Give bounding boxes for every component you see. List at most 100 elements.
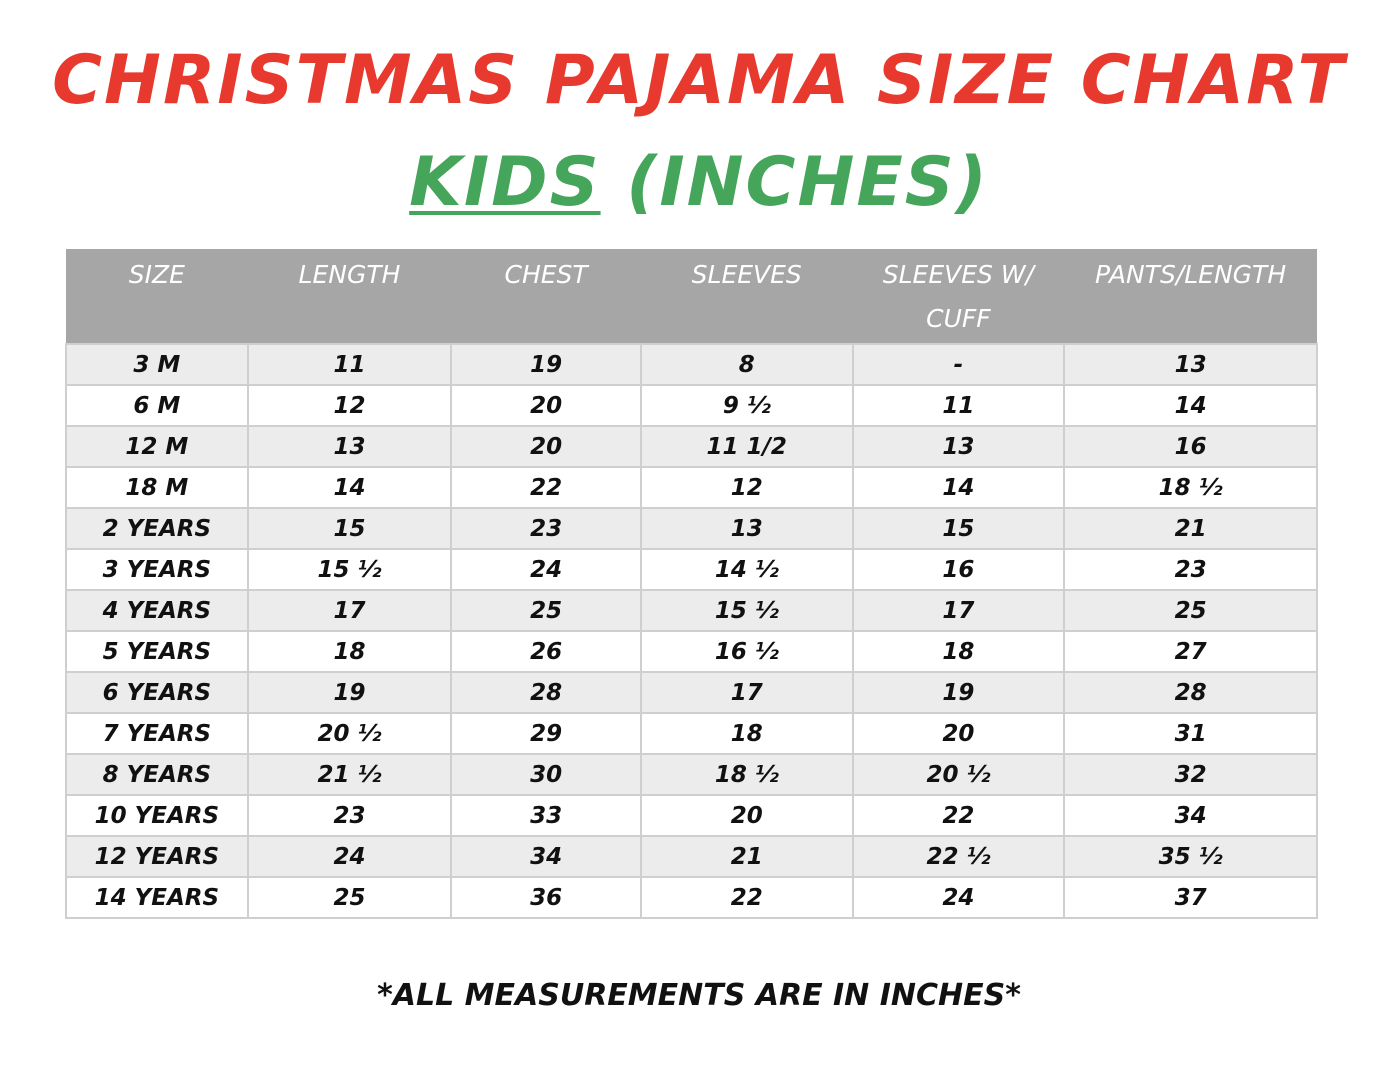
cell-length: 12	[246, 384, 453, 427]
cell-chest: 25	[450, 589, 642, 632]
cell-sleeves: 9 ½	[639, 384, 854, 427]
table-row: 10 YEARS 23 33 20 22 34	[65, 794, 1318, 837]
table-row: 14 YEARS 25 36 22 24 37	[65, 876, 1318, 919]
table-row: 12 M 13 20 11 1/2 13 16	[65, 425, 1318, 468]
cell-length: 24	[246, 835, 453, 878]
cell-length: 13	[246, 425, 453, 468]
size-table: SIZE LENGTH CHEST SLEEVES SLEEVES W/ CUFF PAN…	[65, 249, 1318, 919]
cell-sleeves-cuff: 17	[851, 589, 1066, 632]
cell-pants-length: 23	[1063, 548, 1318, 591]
cell-sleeves: 13	[639, 507, 854, 550]
cell-sleeves-cuff: 16	[851, 548, 1066, 591]
page-subtitle: KIDS (INCHES)	[0, 138, 1398, 228]
cell-size: 3 YEARS	[65, 548, 249, 591]
column-header-pants-length: PANTS/LENGTH	[1064, 249, 1317, 344]
table-row: 12 YEARS 24 34 21 22 ½ 35 ½	[65, 835, 1318, 878]
cell-size: 12 M	[65, 425, 249, 468]
cell-sleeves-cuff: -	[851, 343, 1066, 386]
cell-sleeves-cuff: 13	[851, 425, 1066, 468]
cell-sleeves-cuff: 18	[851, 630, 1066, 673]
cell-length: 17	[246, 589, 453, 632]
cell-length: 21 ½	[246, 753, 453, 796]
cell-pants-length: 32	[1063, 753, 1318, 796]
cell-size: 10 YEARS	[65, 794, 249, 837]
cell-sleeves: 17	[639, 671, 854, 714]
cell-chest: 20	[450, 425, 642, 468]
cell-sleeves: 8	[639, 343, 854, 386]
table-row: 7 YEARS 20 ½ 29 18 20 31	[65, 712, 1318, 755]
table-row: 8 YEARS 21 ½ 30 18 ½ 20 ½ 32	[65, 753, 1318, 796]
cell-chest: 33	[450, 794, 642, 837]
cell-pants-length: 27	[1063, 630, 1318, 673]
cell-size: 4 YEARS	[65, 589, 249, 632]
cell-size: 6 YEARS	[65, 671, 249, 714]
cell-pants-length: 25	[1063, 589, 1318, 632]
cell-length: 15	[246, 507, 453, 550]
table-row: 5 YEARS 18 26 16 ½ 18 27	[65, 630, 1318, 673]
cell-size: 6 M	[65, 384, 249, 427]
cell-pants-length: 16	[1063, 425, 1318, 468]
column-header-chest: CHEST	[451, 249, 641, 344]
cell-sleeves-cuff: 22 ½	[851, 835, 1066, 878]
cell-size: 18 M	[65, 466, 249, 509]
cell-sleeves-cuff: 11	[851, 384, 1066, 427]
cell-pants-length: 14	[1063, 384, 1318, 427]
cell-chest: 30	[450, 753, 642, 796]
cell-sleeves: 21	[639, 835, 854, 878]
cell-size: 5 YEARS	[65, 630, 249, 673]
cell-size: 3 M	[65, 343, 249, 386]
cell-pants-length: 35 ½	[1063, 835, 1318, 878]
column-header-size: SIZE	[66, 249, 248, 344]
cell-chest: 20	[450, 384, 642, 427]
cell-sleeves-cuff: 24	[851, 876, 1066, 919]
cell-sleeves-cuff: 14	[851, 466, 1066, 509]
table-row: 4 YEARS 17 25 15 ½ 17 25	[65, 589, 1318, 632]
cell-chest: 34	[450, 835, 642, 878]
cell-chest: 22	[450, 466, 642, 509]
table-row: 6 M 12 20 9 ½ 11 14	[65, 384, 1318, 427]
cell-sleeves: 22	[639, 876, 854, 919]
cell-sleeves: 16 ½	[639, 630, 854, 673]
cell-sleeves-cuff: 19	[851, 671, 1066, 714]
cell-sleeves: 14 ½	[639, 548, 854, 591]
cell-chest: 23	[450, 507, 642, 550]
table-row: 18 M 14 22 12 14 18 ½	[65, 466, 1318, 509]
cell-size: 2 YEARS	[65, 507, 249, 550]
table-header-row: SIZE LENGTH CHEST SLEEVES SLEEVES W/ CUFF PAN…	[66, 249, 1317, 344]
cell-pants-length: 31	[1063, 712, 1318, 755]
table-row: 3 YEARS 15 ½ 24 14 ½ 16 23	[65, 548, 1318, 591]
cell-sleeves: 15 ½	[639, 589, 854, 632]
column-header-sleeves-cuff: SLEEVES W/ CUFF	[852, 249, 1065, 344]
cell-length: 23	[246, 794, 453, 837]
table-row: 6 YEARS 19 28 17 19 28	[65, 671, 1318, 714]
table-row: 3 M 11 19 8-13	[65, 343, 1318, 386]
cell-sleeves-cuff: 22	[851, 794, 1066, 837]
table-row: 2 YEARS 15 23 13 15 21	[65, 507, 1318, 550]
cell-size: 7 YEARS	[65, 712, 249, 755]
cell-chest: 26	[450, 630, 642, 673]
cell-sleeves: 18	[639, 712, 854, 755]
column-header-sleeves: SLEEVES	[640, 249, 853, 344]
cell-chest: 19	[450, 343, 642, 386]
cell-length: 19	[246, 671, 453, 714]
table-body: 3 M 11 19 8-13 6 M 12 20 9 ½ 11 14 12 M 13 20 11 1/2 1…	[65, 343, 1318, 919]
cell-sleeves-cuff: 20	[851, 712, 1066, 755]
cell-length: 18	[246, 630, 453, 673]
footer-note: *ALL MEASUREMENTS ARE IN INCHES*	[377, 978, 1021, 1013]
subtitle-units: (INCHES)	[626, 143, 989, 222]
cell-length: 20 ½	[246, 712, 453, 755]
cell-sleeves-cuff: 15	[851, 507, 1066, 550]
subtitle-kids: KIDS	[409, 143, 601, 222]
cell-pants-length: 28	[1063, 671, 1318, 714]
cell-sleeves-cuff: 20 ½	[851, 753, 1066, 796]
cell-length: 25	[246, 876, 453, 919]
cell-chest: 28	[450, 671, 642, 714]
cell-size: 8 YEARS	[65, 753, 249, 796]
cell-length: 11	[246, 343, 453, 386]
cell-sleeves: 11 1/2	[639, 425, 854, 468]
cell-length: 14	[246, 466, 453, 509]
cell-chest: 36	[450, 876, 642, 919]
cell-chest: 29	[450, 712, 642, 755]
cell-sleeves: 20	[639, 794, 854, 837]
column-header-length: LENGTH	[247, 249, 452, 344]
